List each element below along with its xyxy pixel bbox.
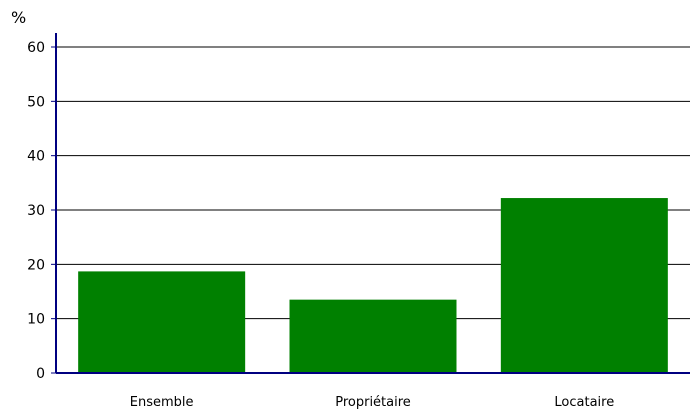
bars	[78, 198, 668, 373]
x-category-label: Ensemble	[130, 395, 194, 410]
y-tick-label: 50	[27, 94, 45, 110]
y-tick-label: 10	[27, 312, 45, 328]
y-tick-label: 0	[36, 366, 45, 382]
y-tick-label: 60	[27, 40, 45, 56]
y-axis-ticks: 0 10 20 30 40 50 60	[27, 40, 56, 382]
x-category-label: Propriétaire	[335, 395, 411, 410]
y-tick-label: 20	[27, 257, 45, 273]
y-tick-label: 30	[27, 203, 45, 219]
y-axis-unit-label: %	[11, 8, 26, 27]
y-tick-label: 40	[27, 149, 45, 165]
bar-propriétaire	[289, 299, 457, 373]
x-category-label: Locataire	[554, 395, 614, 410]
bar-locataire	[500, 198, 668, 373]
x-axis-labels: Ensemble Propriétaire Locataire	[130, 395, 614, 410]
bar-ensemble	[78, 271, 246, 373]
